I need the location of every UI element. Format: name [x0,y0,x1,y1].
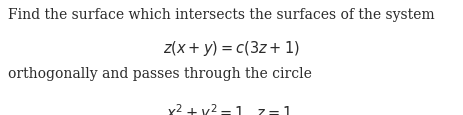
Text: orthogonally and passes through the circle: orthogonally and passes through the circ… [8,67,312,81]
Text: Find the surface which intersects the surfaces of the system: Find the surface which intersects the su… [8,8,435,22]
Text: $x^2 + y^2 = 1,\ z = 1.$: $x^2 + y^2 = 1,\ z = 1.$ [166,101,297,115]
Text: $z(x+ y) = c(3z+1)$: $z(x+ y) = c(3z+1)$ [163,39,300,58]
